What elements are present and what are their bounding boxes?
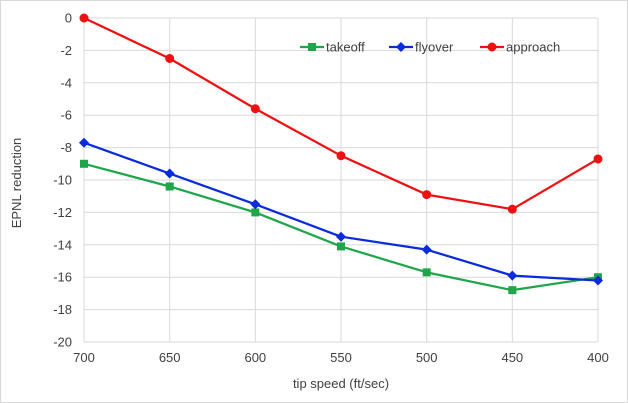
x-axis-title: tip speed (ft/sec) <box>293 376 389 391</box>
y-axis-title: EPNL reduction <box>9 138 24 229</box>
legend-label: takeoff <box>326 40 365 55</box>
data-point-flyover <box>79 137 89 148</box>
legend-item-flyover: flyover <box>389 40 454 55</box>
data-point-flyover <box>593 275 603 286</box>
data-point-approach <box>336 151 346 161</box>
x-tick-label: 600 <box>244 350 266 365</box>
y-tick-label: -12 <box>53 205 72 220</box>
x-tick-label: 700 <box>73 350 95 365</box>
data-point-flyover <box>507 270 518 281</box>
series-group <box>79 13 603 295</box>
data-point-approach <box>507 204 517 214</box>
data-point-approach <box>79 13 89 23</box>
y-tick-label: -6 <box>60 108 72 123</box>
data-point-takeoff <box>508 286 517 295</box>
data-point-flyover <box>250 199 261 210</box>
y-axis-ticks: 0 -2 -4 -6 -8 -10 -12 -14 -16 -18 -20 <box>53 11 72 350</box>
data-point-approach <box>165 54 175 63</box>
data-point-flyover <box>164 168 175 179</box>
data-point-takeoff <box>337 242 345 251</box>
data-point-approach <box>422 190 432 200</box>
data-point-approach <box>250 104 260 114</box>
data-point-takeoff <box>251 208 260 217</box>
series-approach <box>79 13 603 214</box>
x-axis-ticks: 700 650 600 550 500 450 400 <box>73 350 609 365</box>
y-tick-label: -10 <box>53 173 72 188</box>
data-point-takeoff <box>165 182 174 191</box>
y-tick-label: -16 <box>53 270 72 285</box>
x-tick-label: 550 <box>330 350 352 365</box>
data-point-flyover <box>336 231 346 242</box>
legend-marker <box>487 42 497 52</box>
legend: takeoff flyover approach <box>300 40 560 55</box>
x-tick-label: 650 <box>159 350 181 365</box>
y-tick-label: -4 <box>60 75 72 90</box>
data-point-takeoff <box>422 268 431 277</box>
series-flyover <box>79 137 603 286</box>
data-point-flyover <box>421 244 432 255</box>
x-tick-label: 500 <box>416 350 438 365</box>
y-tick-label: -20 <box>53 335 72 350</box>
legend-label: flyover <box>415 40 454 55</box>
y-tick-label: -2 <box>60 43 72 58</box>
legend-label: approach <box>506 40 560 55</box>
legend-marker <box>396 42 406 52</box>
series-takeoff <box>80 159 602 295</box>
y-tick-label: 0 <box>65 11 72 26</box>
data-point-approach <box>593 154 603 164</box>
x-tick-label: 400 <box>587 350 609 365</box>
legend-marker <box>308 43 316 51</box>
data-point-takeoff <box>80 159 88 168</box>
legend-item-approach: approach <box>480 40 560 55</box>
y-tick-label: -8 <box>60 140 72 155</box>
x-tick-label: 450 <box>501 350 523 365</box>
y-tick-label: -18 <box>53 302 72 317</box>
y-tick-label: -14 <box>53 237 72 252</box>
legend-item-takeoff: takeoff <box>300 40 365 55</box>
